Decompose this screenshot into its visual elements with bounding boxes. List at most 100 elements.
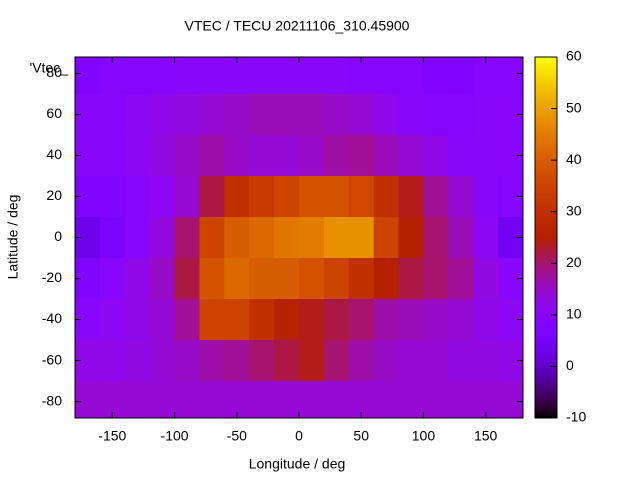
heatmap-cell [323,299,350,341]
heatmap-cell [149,299,176,341]
colorbar-tick-label: 10 [566,306,582,322]
heatmap-cell [99,175,126,218]
colorbar-tick-label: 50 [566,99,582,115]
heatmap-cell [124,216,151,259]
heatmap-cell [348,93,375,136]
heatmap-cell [423,299,449,341]
heatmap-cell [398,381,424,418]
heatmap-cell [274,93,300,136]
heatmap-cell [299,93,325,136]
heatmap-cell [373,134,400,177]
heatmap-cell [398,175,424,218]
heatmap-cell [398,258,424,300]
heatmap-cell [124,57,151,95]
heatmap-cell [348,258,375,300]
heatmap-cell [199,381,225,418]
heatmap-cell [124,340,151,382]
heatmap-cell [249,57,275,95]
heatmap-cell [224,340,250,382]
heatmap-cell [473,175,499,218]
heatmap-cell [224,175,250,218]
heatmap-cell [99,340,126,382]
heatmap-cell [448,299,474,341]
heatmap-cell [224,381,250,418]
heatmap-cell [249,381,275,418]
heatmap-cell [423,134,449,177]
heatmap-cell [373,381,400,418]
heatmap-cell [398,134,424,177]
heatmap [75,57,523,418]
heatmap-cell [448,93,474,136]
heatmap-cell [99,381,126,418]
heatmap-cell [448,175,474,218]
y-tick-label: -80 [42,392,62,408]
heatmap-cell [124,93,151,136]
heatmap-cell [149,216,176,259]
heatmap-cell [473,340,499,382]
chart-title: VTEC / TECU 20211106_310.45900 [185,18,410,34]
colorbar-tick-label: 40 [566,151,582,167]
heatmap-cell [348,381,375,418]
heatmap-cell [99,216,126,259]
heatmap-cell [249,175,275,218]
y-axis-label: Latitude / deg [5,195,21,280]
heatmap-cell [224,216,250,259]
heatmap-cell [348,299,375,341]
heatmap-cell [149,175,176,218]
heatmap-cell [473,93,499,136]
heatmap-cell [373,216,400,259]
heatmap-cell [249,216,275,259]
colorbar-tick-label: 20 [566,254,582,270]
y-tick-label: 20 [46,187,62,203]
heatmap-cell [299,258,325,300]
heatmap-cell [274,258,300,300]
heatmap-cell [448,216,474,259]
heatmap-cell [323,134,350,177]
heatmap-cell [348,134,375,177]
y-tick-label: -60 [42,351,62,367]
heatmap-cell [224,299,250,341]
colorbar [534,56,558,419]
heatmap-cell [224,93,250,136]
heatmap-cell [498,381,523,418]
colorbar-tick-label: 0 [566,357,574,373]
heatmap-cell [299,381,325,418]
heatmap-cell [199,299,225,341]
heatmap-cell [423,381,449,418]
colorbar-tick-label: -10 [566,409,586,425]
heatmap-cell [99,134,126,177]
heatmap-cell [448,381,474,418]
heatmap-cell [448,134,474,177]
heatmap-cell [274,299,300,341]
heatmap-cell [473,258,499,300]
heatmap-cell [174,216,200,259]
heatmap-cell [423,216,449,259]
heatmap-cell [473,216,499,259]
y-tick-label: 80 [46,64,62,80]
heatmap-cell [373,93,400,136]
y-tick-label: -40 [42,310,62,326]
heatmap-cell [224,57,250,95]
heatmap-cell [99,93,126,136]
heatmap-cell [174,175,200,218]
heatmap-cell [274,134,300,177]
heatmap-cell [124,134,151,177]
heatmap-cell [224,258,250,300]
y-tick-label: 0 [54,228,62,244]
heatmap-cell [398,93,424,136]
heatmap-cell [323,216,350,259]
colorbar-tick-label: 30 [566,202,582,218]
heatmap-cell [174,258,200,300]
x-tick-label: 0 [295,428,303,444]
heatmap-cell [174,381,200,418]
heatmap-cell [149,57,176,95]
heatmap-cell [199,340,225,382]
heatmap-cell [448,57,474,95]
heatmap-cell [348,175,375,218]
heatmap-cell [99,299,126,341]
heatmap-cell [398,216,424,259]
heatmap-cell [199,216,225,259]
heatmap-cell [274,57,300,95]
heatmap-cell [99,57,126,95]
